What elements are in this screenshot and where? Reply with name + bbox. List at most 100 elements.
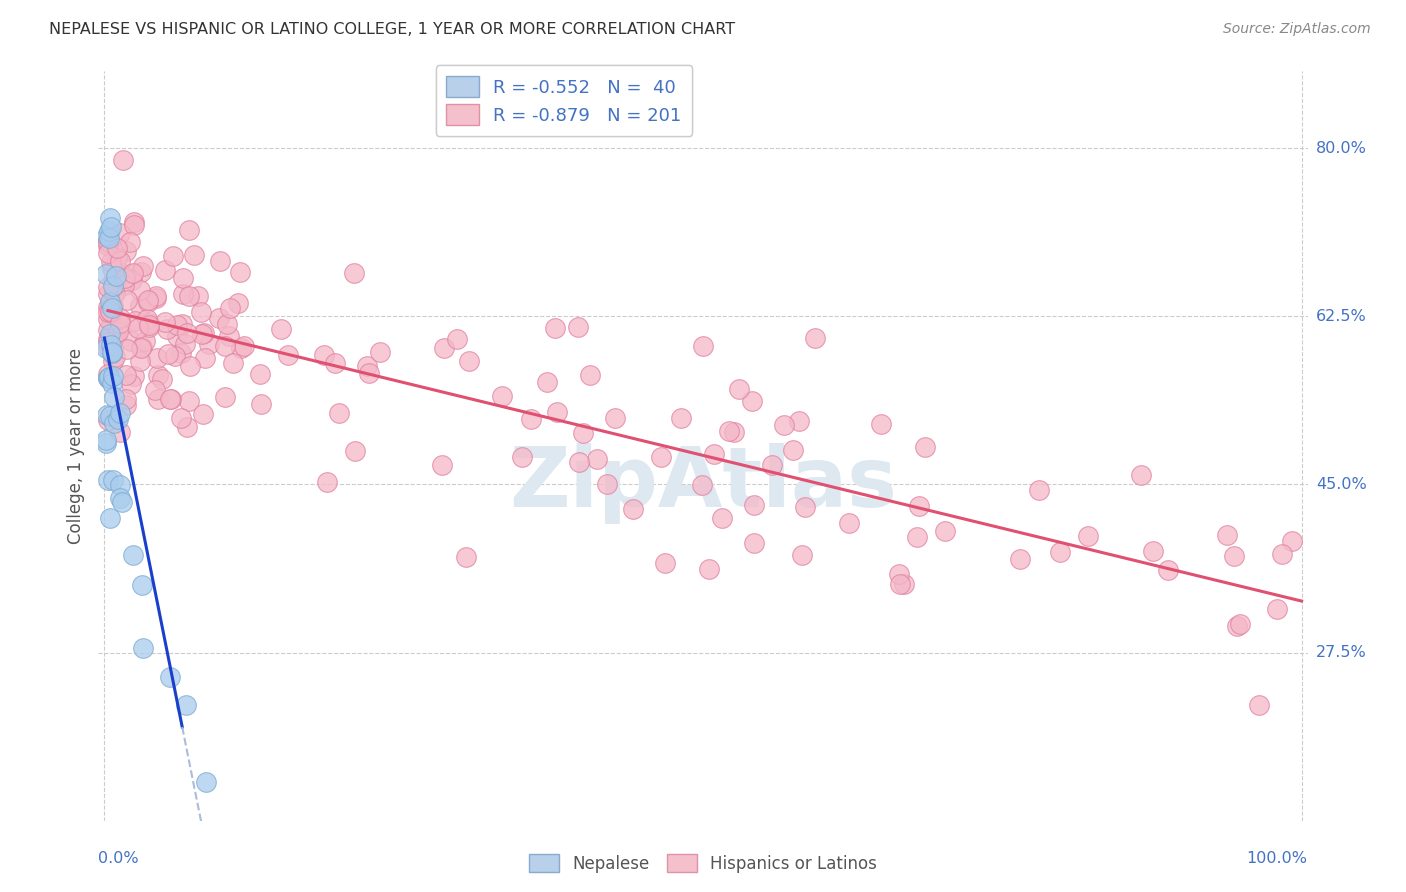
Point <box>190 305 212 319</box>
Point <box>572 425 595 440</box>
Point <box>368 344 391 359</box>
Point <box>122 368 145 383</box>
Point <box>209 254 232 268</box>
Point <box>108 316 131 330</box>
Point <box>108 265 131 279</box>
Point <box>578 368 600 382</box>
Point <box>1215 528 1237 542</box>
Point <box>111 153 134 167</box>
Point <box>101 296 124 310</box>
Point <box>101 261 124 276</box>
Point <box>97 238 120 252</box>
Point <box>166 318 188 333</box>
Legend: Nepalese, Hispanics or Latinos: Nepalese, Hispanics or Latinos <box>523 847 883 880</box>
Point <box>146 392 169 406</box>
Point <box>108 311 131 326</box>
Point <box>97 246 120 260</box>
Point <box>536 375 558 389</box>
Point <box>170 411 193 425</box>
Point <box>96 341 118 355</box>
Point <box>104 351 127 365</box>
Point <box>697 562 720 576</box>
Point <box>131 260 153 274</box>
Point <box>838 516 860 531</box>
Point <box>1229 617 1251 632</box>
Point <box>356 359 378 373</box>
Point <box>97 370 120 384</box>
Point <box>457 354 479 368</box>
Point <box>131 577 153 591</box>
Text: NEPALESE VS HISPANIC OR LATINO COLLEGE, 1 YEAR OR MORE CORRELATION CHART: NEPALESE VS HISPANIC OR LATINO COLLEGE, … <box>49 22 735 37</box>
Point <box>105 241 128 255</box>
Point <box>138 319 160 334</box>
Point <box>97 312 120 326</box>
Point <box>122 266 145 280</box>
Point <box>208 311 231 326</box>
Point <box>108 406 131 420</box>
Point <box>98 369 121 384</box>
Point <box>804 331 827 345</box>
Point <box>138 316 160 330</box>
Point <box>124 314 146 328</box>
Text: Source: ZipAtlas.com: Source: ZipAtlas.com <box>1223 22 1371 37</box>
Text: ZipAtlas: ZipAtlas <box>509 443 897 524</box>
Point <box>98 327 121 342</box>
Point <box>94 267 117 281</box>
Text: 27.5%: 27.5% <box>1316 645 1367 660</box>
Point <box>129 341 152 355</box>
Point <box>1049 545 1071 559</box>
Point <box>103 416 125 430</box>
Point <box>889 576 911 591</box>
Legend: R = -0.552   N =  40, R = -0.879   N = 201: R = -0.552 N = 40, R = -0.879 N = 201 <box>436 65 692 136</box>
Point <box>110 425 132 440</box>
Point <box>100 220 122 235</box>
Point <box>129 265 152 279</box>
Point <box>155 315 177 329</box>
Point <box>179 223 201 237</box>
Point <box>97 413 120 427</box>
Point <box>703 447 725 461</box>
Point <box>103 368 125 383</box>
Point <box>98 409 121 424</box>
Point <box>794 500 817 514</box>
Point <box>128 299 150 313</box>
Point <box>115 398 138 412</box>
Point <box>103 354 125 368</box>
Point <box>596 477 619 491</box>
Point <box>97 305 120 319</box>
Point <box>214 339 236 353</box>
Point <box>128 354 150 368</box>
Point <box>174 698 197 713</box>
Point <box>173 337 195 351</box>
Point <box>170 317 193 331</box>
Point <box>742 536 765 550</box>
Point <box>100 337 122 351</box>
Point <box>323 356 346 370</box>
Point <box>228 296 250 310</box>
Point <box>97 367 120 381</box>
Point <box>101 301 124 315</box>
Point <box>100 254 122 268</box>
Point <box>228 264 250 278</box>
Point <box>114 244 136 259</box>
Point <box>120 334 142 348</box>
Point <box>277 348 299 362</box>
Point <box>136 295 159 310</box>
Point <box>177 288 200 302</box>
Text: 45.0%: 45.0% <box>1316 477 1367 491</box>
Point <box>741 393 763 408</box>
Point <box>105 312 128 326</box>
Text: 0.0%: 0.0% <box>98 851 139 866</box>
Point <box>621 501 644 516</box>
Point <box>343 266 366 280</box>
Point <box>905 531 928 545</box>
Point <box>150 372 173 386</box>
Point <box>96 435 118 450</box>
Point <box>97 473 120 487</box>
Point <box>122 549 145 563</box>
Point <box>159 392 181 406</box>
Point <box>101 344 124 359</box>
Point <box>1008 552 1031 566</box>
Point <box>218 329 240 343</box>
Y-axis label: College, 1 year or more: College, 1 year or more <box>66 348 84 544</box>
